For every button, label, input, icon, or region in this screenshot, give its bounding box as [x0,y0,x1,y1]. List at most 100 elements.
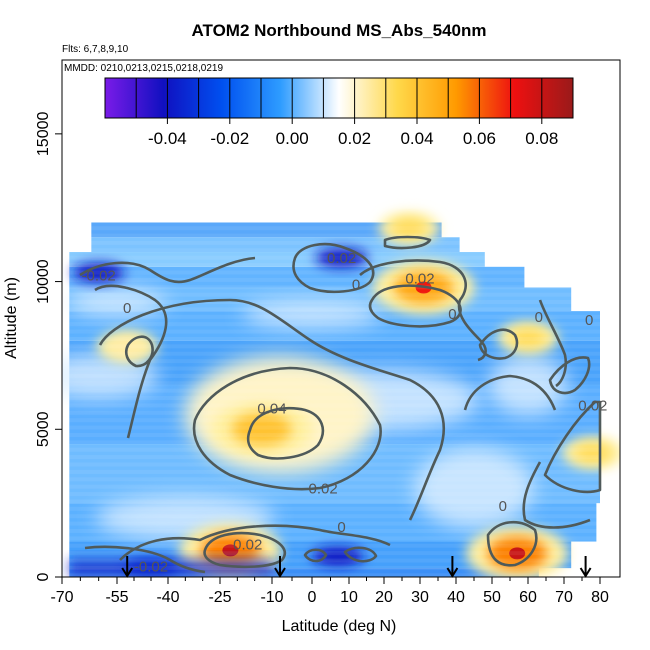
y-tick-label: 10000 [35,259,52,304]
x-tick-label: 40 [447,589,465,606]
heatmap-stripe [69,373,601,378]
heatmap-hotspot [391,218,428,239]
contour-top-small [383,235,432,250]
profile-arrows [121,556,592,578]
heatmap-pale-region [242,300,382,329]
heatmap-stripe [69,455,601,460]
heatmap-stripe [69,292,601,297]
contour-east-zero-a [478,328,519,360]
contour-low-east [486,521,538,567]
heatmap-stripe [69,499,601,504]
heatmap-stripe [69,322,601,327]
heatmap-stripe [69,565,601,570]
contour-label: 0 [535,309,543,326]
contour-label: 0.04 [257,401,286,418]
heatmap-pale-region [67,288,167,317]
heatmap-stripe [69,307,601,312]
heatmap-stripe [69,447,601,452]
heatmap-stripe [69,381,601,386]
heatmap-stripe [69,285,601,290]
y-tick-label: 15000 [35,112,52,157]
contour-west-upper [79,256,256,284]
heatmap-stripe [69,440,601,445]
colorbar-tick-label: 0.06 [463,129,496,148]
heatmap-coldspot [72,262,125,283]
heatmap-stripe [69,263,601,268]
heatmap-stripe [69,226,601,231]
contour-label: 0 [352,277,360,294]
colorbar-tick-label: 0.02 [338,129,371,148]
profile-arrow-head [446,567,459,578]
x-tick-label: 0 [308,589,317,606]
heatmap-stripe [69,410,601,415]
contour-0.02-center [192,366,382,491]
heatmap-stripe [69,396,601,401]
x-tick-label: 60 [519,589,537,606]
heatmap-stripe [69,277,601,282]
heatmap-coldspot [311,546,364,567]
colorbar-tick-label: 0.08 [525,129,558,148]
y-axis: 0 5000 10000 15000 [35,112,63,581]
heatmap-stripe [69,528,601,533]
contour-label: 0 [499,498,507,515]
heatmap-stripe [69,521,601,526]
heatmap-stripe [69,573,601,577]
contour-0-westloop [94,284,168,439]
heatmap-stripe [69,300,601,305]
contour-low-center [203,531,287,569]
heatmap-low-negative [69,559,272,577]
profile-arrow-head [121,567,134,578]
contour-low-neg [84,545,206,574]
colorbar-tick-label: 0.00 [276,129,309,148]
colorbar-ticks: -0.04 -0.02 0.00 0.02 0.04 0.06 0.08 [135,78,558,148]
heatmap-stripe [69,432,601,437]
contour-east-zero-c [463,374,557,411]
x-tick-label: -40 [156,589,179,606]
heatmap-stripe [69,425,601,430]
contour-low-small-b [343,546,378,563]
heatmap-pale-region [488,354,568,415]
contour-low-small-a [303,548,328,563]
contour-upper-right-yellow [368,284,462,328]
heatmap-stripe [69,366,601,371]
contour-lines [79,235,602,574]
heatmap-stripes [69,226,601,577]
contour-0.04-center [246,406,325,460]
contour-label: -0.02 [82,268,116,285]
contour-east-zero-b [538,299,568,388]
x-axis-label: Latitude (deg N) [282,618,397,635]
contour-east-0 [522,461,591,529]
x-tick-label: 30 [411,589,429,606]
heatmap-stripe [69,477,601,482]
heatmap-stripe [69,492,601,497]
heatmap-hotspot [510,327,546,348]
x-axis: -70 -55 -40 -25 -10 0 10 20 30 40 50 60 70 80 [50,576,609,606]
x-tick-label: 20 [375,589,393,606]
colorbar-tick-label: -0.04 [148,129,187,148]
colorbar-ramp [104,77,574,119]
heatmap-stripe [69,240,601,245]
heatmap-stripe [69,403,601,408]
contour-low-zero [119,524,391,561]
heatmap-row [69,252,485,267]
heatmap-stripe [69,514,601,519]
x-tick-label: 80 [591,589,609,606]
heatmap-hotspot-core [222,544,239,557]
contour-label: 0.02 [327,250,356,267]
x-tick-label: -70 [50,589,73,606]
colorbar-tick-label: 0.04 [400,129,433,148]
x-tick-label: -55 [105,589,128,606]
y-tick-label: 5000 [35,411,52,447]
contour-labels: 0.04 0.02 -0.02 0 0.02 0 0.02 0 0 0 0.02 0 0 0.02 -0.0… [82,250,608,576]
heatmap-stripe [69,388,601,393]
heatmap-stripe [69,329,601,334]
colorbar: -0.04 -0.02 0.00 0.02 0.04 0.06 0.08 [104,77,574,148]
contour-label: 0 [448,306,456,323]
flights-note: Flts: 6,7,8,9,10 [62,44,129,55]
profile-arrow-head [579,567,592,578]
x-tick-label: 10 [340,589,358,606]
heatmap-stripe [69,484,601,489]
heatmap-stripe [69,558,601,563]
heatmap-stripe [69,536,601,541]
